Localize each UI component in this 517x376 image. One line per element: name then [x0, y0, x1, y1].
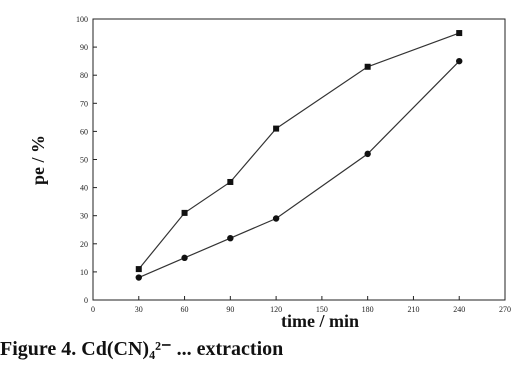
x-axis-title: time / min	[281, 311, 359, 330]
series-1-line	[138, 32, 460, 270]
y-tick-label: 20	[80, 240, 88, 249]
y-tick-label: 70	[80, 99, 88, 108]
x-tick-label: 0	[91, 305, 95, 314]
y-tick-label: 30	[80, 212, 88, 221]
x-tick-label: 180	[362, 305, 374, 314]
x-tick-label: 90	[226, 305, 234, 314]
figure-caption: Figure 4. Cd(CN)₄²⁻ ... extraction	[0, 338, 284, 360]
series-2-point	[135, 274, 142, 281]
y-axis-ticks: 0 10 20 30 40 50 60 70 80 90 100	[76, 15, 97, 305]
y-tick-label: 10	[80, 268, 88, 277]
chart: 0 30 60 90 120 150 180 210 240 270 0 10 20 30 40 50 60 7…	[28, 15, 511, 330]
series-2-point	[456, 57, 463, 65]
plot-frame	[92, 18, 506, 301]
series-1-point	[273, 125, 280, 132]
series-1-point	[135, 266, 142, 273]
x-tick-label: 270	[499, 305, 511, 314]
series-2-line	[138, 60, 460, 279]
x-axis-ticks: 0 30 60 90 120 150 180 210 240 270	[91, 296, 511, 314]
x-tick-label: 60	[181, 305, 189, 314]
series-1-point	[364, 63, 371, 70]
series-2-point	[272, 215, 280, 222]
x-tick-label: 120	[270, 305, 282, 314]
series-layer	[135, 30, 463, 281]
y-axis-title: pe / %	[28, 135, 48, 185]
series-2-point	[364, 150, 371, 158]
series-2-point	[181, 254, 188, 262]
y-tick-label: 50	[80, 156, 88, 165]
x-tick-label: 150	[316, 305, 328, 314]
y-tick-label: 90	[80, 43, 88, 52]
y-tick-label: 80	[80, 71, 88, 80]
y-tick-label: 0	[84, 296, 88, 305]
series-2-point	[227, 234, 234, 242]
x-tick-label: 30	[135, 305, 143, 314]
y-tick-label: 40	[80, 184, 88, 193]
x-tick-label: 210	[407, 305, 419, 314]
x-tick-label: 240	[453, 305, 465, 314]
series-1-point	[181, 209, 188, 216]
series-1-point	[227, 178, 234, 185]
y-tick-label: 100	[76, 15, 88, 24]
y-tick-label: 60	[80, 127, 88, 136]
series-1-point	[456, 30, 463, 37]
